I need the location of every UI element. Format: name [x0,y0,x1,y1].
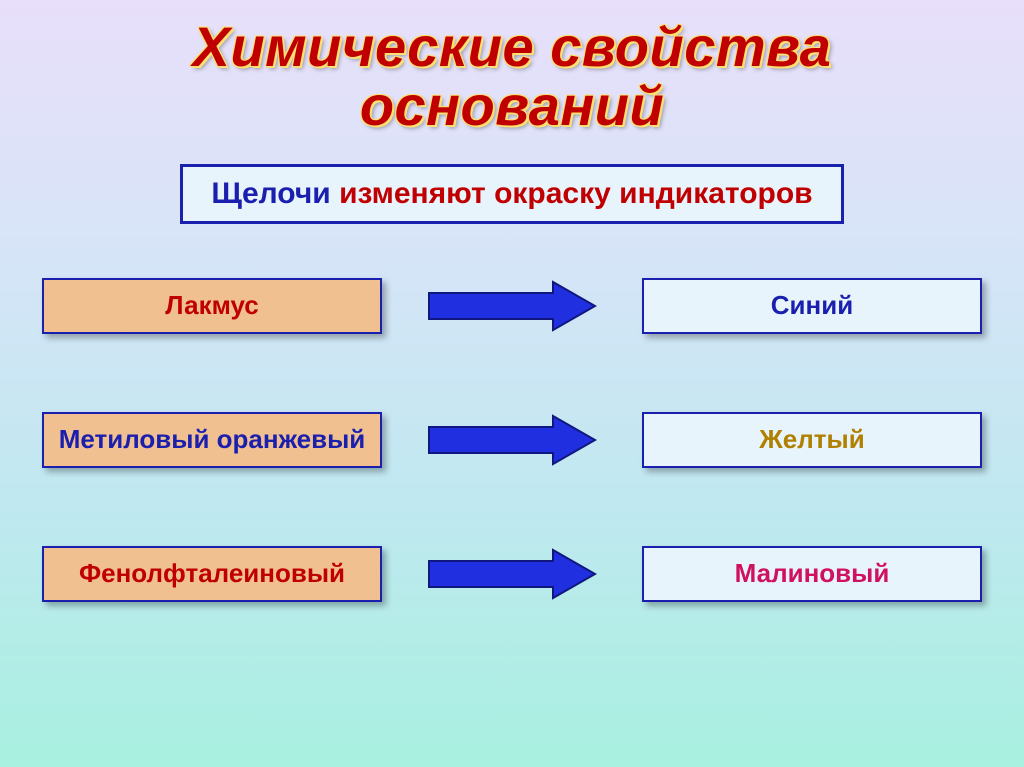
subtitle-rest: изменяют окраску индикаторов [331,177,813,210]
indicator-box-litmus: Лакмус [42,278,382,334]
title-line-1: Химические свойства [193,15,832,78]
title-line-2: оснований [360,74,664,137]
subtitle-box: Щелочи изменяют окраску индикаторов [180,164,843,224]
arrow-cell [412,546,612,602]
page-title: Химические свойства оснований [0,0,1024,136]
arrow-cell [412,412,612,468]
indicator-rows: Лакмус Синий Метиловый оранжевый Желтый … [0,278,1024,602]
arrow-right-icon [427,278,597,334]
indicator-box-phenolphthalein: Фенолфталеиновый [42,546,382,602]
result-box-crimson: Малиновый [642,546,982,602]
subtitle-container: Щелочи изменяют окраску индикаторов [0,164,1024,224]
arrow-right-icon [427,412,597,468]
indicator-box-methyl-orange: Метиловый оранжевый [42,412,382,468]
result-box-yellow: Желтый [642,412,982,468]
result-box-blue: Синий [642,278,982,334]
subtitle-accent: Щелочи [211,177,330,210]
arrow-right-icon [427,546,597,602]
arrow-cell [412,278,612,334]
